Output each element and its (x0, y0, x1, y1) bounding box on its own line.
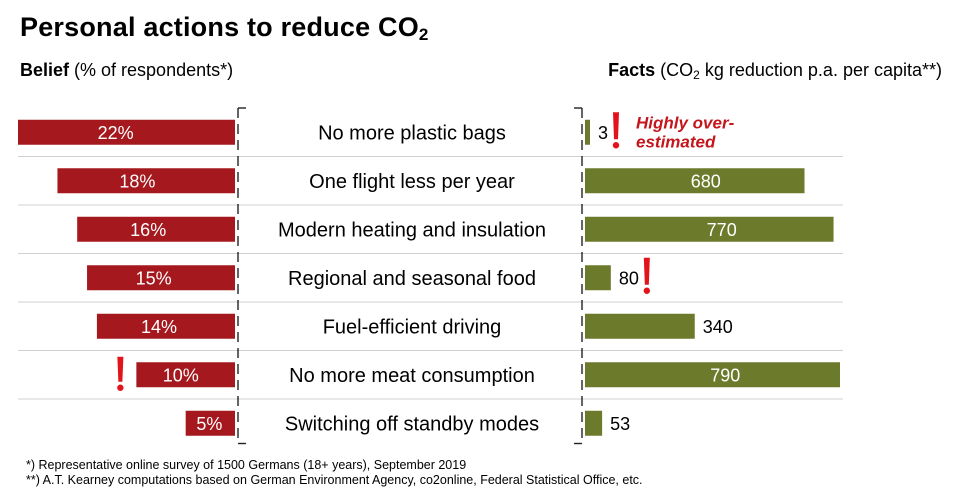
belief-bar-no-more-plastic-bags (18, 119, 235, 145)
facts-bar-no-more-meat-consumption (585, 362, 840, 388)
category-label-switching-off-standby-modes: Switching off standby modes (285, 413, 539, 435)
belief-label-fuel-efficient-driving: 14% (141, 317, 177, 337)
facts-bar-switching-off-standby-modes (585, 410, 603, 436)
facts-label-switching-off-standby-modes: 53 (610, 414, 630, 434)
belief-label-regional-and-seasonal-food: 15% (136, 268, 172, 288)
facts-exclamation-icon-dot (643, 287, 651, 294)
belief-label-no-more-meat-consumption: 10% (163, 365, 199, 385)
category-label-one-flight-less-per-year: One flight less per year (309, 171, 515, 193)
belief-bar-no-more-meat-consumption (136, 362, 235, 388)
category-label-modern-heating-and-insulation: Modern heating and insulation (278, 219, 546, 241)
footnote-survey: *) Representative online survey of 1500 … (26, 458, 467, 472)
facts-bar-fuel-efficient-driving (585, 313, 695, 339)
facts-bar-modern-heating-and-insulation (585, 216, 834, 242)
facts-label-no-more-meat-consumption: 790 (710, 365, 740, 385)
belief-label-modern-heating-and-insulation: 16% (130, 220, 166, 240)
belief-bar-regional-and-seasonal-food (87, 265, 235, 291)
facts-label-fuel-efficient-driving: 340 (703, 317, 733, 337)
category-label-fuel-efficient-driving: Fuel-efficient driving (323, 316, 502, 338)
belief-header: Belief (% of respondents*) (20, 60, 234, 80)
belief-exclamation-icon (117, 356, 124, 382)
facts-bar-regional-and-seasonal-food (585, 265, 611, 291)
facts-exclamation-icon-dot (612, 142, 620, 149)
belief-bar-fuel-efficient-driving (96, 313, 235, 339)
belief-bar-one-flight-less-per-year (57, 168, 235, 194)
facts-exclamation-icon (613, 112, 619, 140)
facts-label-no-more-plastic-bags: 3 (598, 123, 608, 143)
belief-bar-modern-heating-and-insulation (77, 216, 235, 242)
facts-bar-no-more-plastic-bags (585, 119, 590, 145)
footnote-computations: **) A.T. Kearney computations based on G… (26, 473, 643, 487)
category-label-regional-and-seasonal-food: Regional and seasonal food (288, 268, 536, 290)
facts-label-one-flight-less-per-year: 680 (691, 171, 721, 191)
category-label-no-more-plastic-bags: No more plastic bags (318, 122, 506, 144)
belief-exclamation-icon-dot (117, 384, 124, 391)
facts-exclamation-icon (643, 257, 650, 285)
annotation-line2: estimated (636, 132, 716, 151)
facts-label-modern-heating-and-insulation: 770 (707, 220, 737, 240)
belief-bar-switching-off-standby-modes (185, 410, 235, 436)
category-label-no-more-meat-consumption: No more meat consumption (289, 365, 535, 387)
facts-bar-one-flight-less-per-year (585, 168, 805, 194)
belief-label-no-more-plastic-bags: 22% (98, 123, 134, 143)
chart-title: Personal actions to reduce CO2 (20, 12, 429, 44)
belief-label-switching-off-standby-modes: 5% (196, 414, 222, 434)
butterfly-chart: No more plastic bags 22% 3 One flight less … (18, 107, 843, 445)
belief-label-one-flight-less-per-year: 18% (119, 171, 155, 191)
facts-label-regional-and-seasonal-food: 80 (619, 268, 639, 288)
facts-header: Facts (CO2 kg reduction p.a. per capita*… (608, 60, 942, 82)
annotation-line1: Highly over- (636, 113, 735, 132)
